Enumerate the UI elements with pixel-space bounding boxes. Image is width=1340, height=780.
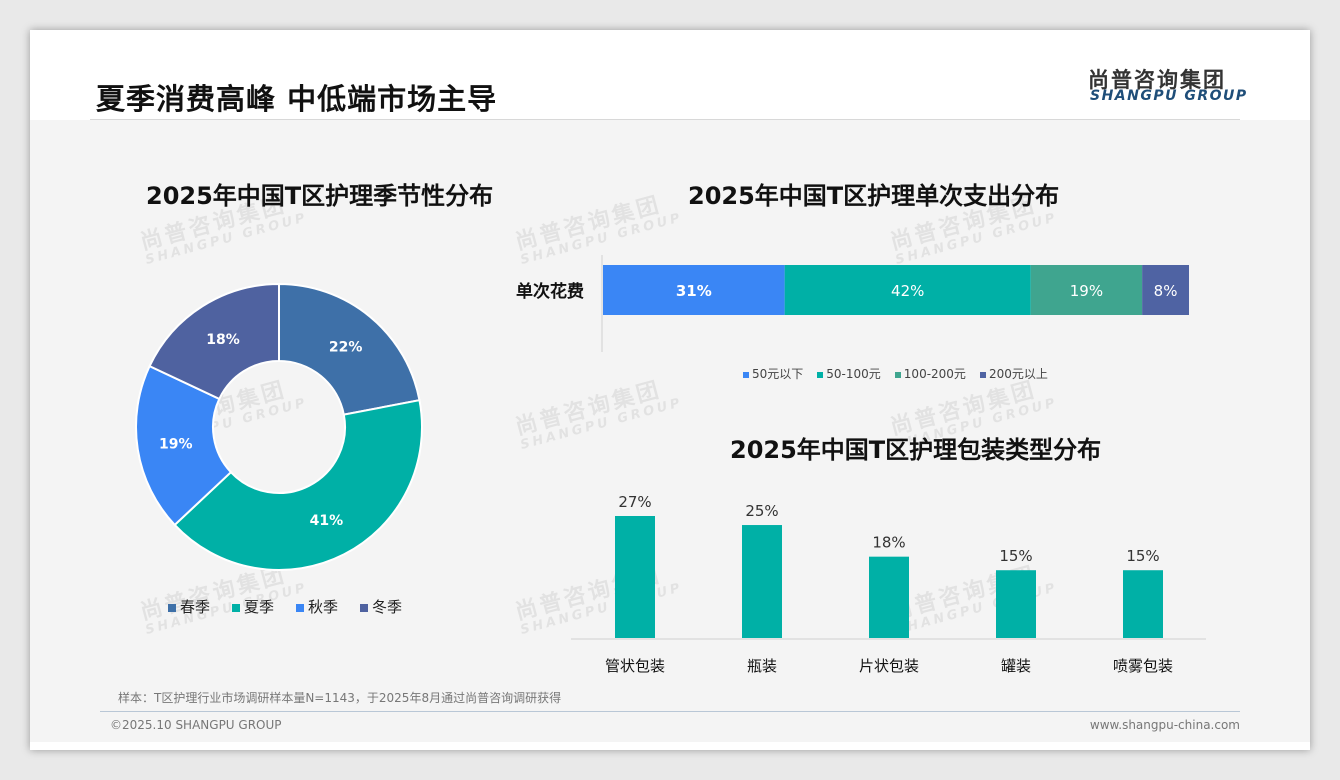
legend-item: 夏季 [232, 596, 274, 617]
donut-slice [135, 364, 233, 527]
content-area [30, 120, 1310, 742]
x-tick-label: 喷雾包装 [1113, 657, 1173, 675]
legend-item: 春季 [168, 596, 210, 617]
slide [30, 30, 1310, 750]
x-tick-label: 片状包装 [859, 657, 919, 675]
page-title: 夏季消费高峰 中低端市场主导 [96, 82, 498, 116]
donut-label: 22% [329, 339, 363, 355]
header-divider [90, 119, 1240, 120]
legend-item: 秋季 [296, 596, 338, 617]
legend-item: 200元以上 [979, 365, 1048, 382]
stacked-segment [1142, 265, 1189, 315]
x-tick-label: 瓶装 [747, 657, 777, 675]
bar [996, 570, 1036, 638]
bar-value-label: 15% [1126, 547, 1159, 565]
bar-value-label: 25% [745, 502, 778, 520]
bar [1123, 570, 1163, 638]
x-tick-label: 罐装 [1001, 657, 1031, 675]
donut-title: 2025年中国T区护理季节性分布 [146, 182, 494, 210]
donut-slice [278, 282, 421, 416]
donut-legend: 春季 夏季 秋季 冬季 [168, 596, 402, 617]
bar-value-label: 18% [872, 534, 905, 552]
website-url: www.shangpu-china.com [1089, 718, 1240, 732]
segment-label: 8% [1154, 282, 1178, 300]
sample-note: 样本：T区护理行业市场调研样本量N=1143，于2025年8月通过尚普咨询调研获… [118, 691, 562, 705]
donut-label: 19% [159, 436, 193, 452]
copyright: ©2025.10 SHANGPU GROUP [110, 718, 282, 732]
bar [869, 556, 909, 638]
bar-value-label: 27% [618, 493, 651, 511]
bar-title: 2025年中国T区护理包装类型分布 [730, 436, 1102, 464]
stacked-legend: 50元以下 50-100元 100-200元 200元以上 [743, 365, 1048, 382]
stacked-segment [1030, 265, 1143, 315]
footer-divider [100, 711, 1240, 712]
bar [742, 525, 782, 638]
bar [615, 516, 655, 638]
legend-item: 100-200元 [894, 365, 966, 382]
legend-item: 50元以下 [743, 365, 803, 382]
segment-label: 19% [1070, 282, 1103, 300]
donut-label: 18% [206, 332, 240, 348]
stacked-segment [603, 265, 785, 315]
segment-label: 42% [891, 282, 924, 300]
stacked-segment [784, 265, 1031, 315]
legend-item: 冬季 [360, 596, 402, 617]
donut-label: 41% [310, 513, 344, 529]
donut-slice [148, 282, 280, 401]
x-tick-label: 管状包装 [605, 657, 665, 675]
legend-item: 50-100元 [817, 365, 881, 382]
category-label: 单次花费 [516, 281, 584, 302]
logo-cn: 尚普咨询集团 [1088, 68, 1226, 92]
logo-en: SHANGPU GROUP [1090, 88, 1248, 104]
segment-label: 31% [676, 282, 712, 300]
bar-value-label: 15% [999, 547, 1032, 565]
donut-slice [173, 399, 423, 571]
stacked-title: 2025年中国T区护理单次支出分布 [688, 182, 1060, 210]
